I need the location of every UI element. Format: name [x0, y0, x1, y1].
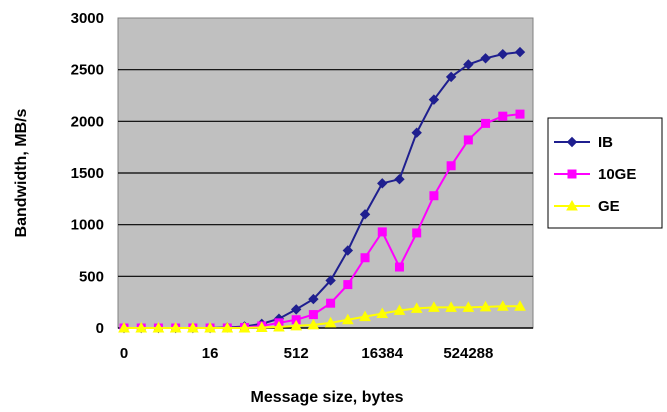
point-ge-1 [135, 321, 148, 333]
legend-label-ib: IB [598, 134, 613, 151]
point-ge-10 [290, 319, 303, 331]
y-tick-2500: 2500 [71, 62, 104, 79]
legend-label-10ge: 10GE [598, 166, 636, 183]
y-tick-0: 0 [96, 320, 104, 337]
point-10ge-14 [360, 253, 370, 263]
point-ib-11 [308, 293, 319, 305]
point-10ge-15 [377, 227, 387, 237]
point-ge-18 [428, 301, 440, 312]
point-10ge-20 [463, 135, 473, 145]
x-tick-0: 0 [120, 345, 128, 362]
point-10ge-12 [326, 298, 336, 308]
point-10ge-11 [308, 310, 318, 320]
x-axis-title: Message size, bytes [251, 389, 404, 406]
point-ib-13 [342, 245, 354, 256]
point-ib-22 [497, 48, 508, 60]
point-ge-7 [238, 321, 251, 333]
point-ib-12 [325, 275, 336, 286]
series-ge [118, 300, 526, 333]
y-tick-500: 500 [79, 268, 104, 285]
point-ge-12 [324, 316, 337, 328]
point-ib-21 [480, 53, 491, 64]
point-ge-21 [479, 300, 492, 312]
point-ib-14 [359, 209, 371, 220]
x-tick-labels: 0 16 512 16384 524288 [120, 345, 494, 362]
point-ge-17 [410, 302, 423, 313]
legend-marker-ib [566, 136, 578, 148]
legend-label-ge: GE [598, 198, 620, 215]
point-ib-16 [394, 173, 405, 185]
legend-item-ib: IB [554, 134, 613, 151]
x-tick-16384: 16384 [361, 345, 403, 362]
point-10ge-23 [515, 109, 525, 119]
point-ge-9 [273, 320, 285, 332]
point-10ge-17 [412, 228, 422, 238]
legend-marker-10ge [567, 169, 577, 179]
legend-item-10ge: 10GE [554, 166, 636, 183]
y-tick-1500: 1500 [71, 165, 104, 182]
point-ib-18 [428, 94, 440, 105]
x-tick-524288: 524288 [443, 345, 493, 362]
point-ge-3 [169, 321, 182, 333]
legend: IB 10GE GE [547, 117, 663, 229]
point-ib-10 [290, 304, 302, 315]
point-ge-8 [255, 321, 268, 332]
y-tick-labels: 0 500 1000 1500 2000 2500 3000 [71, 10, 104, 337]
point-ge-16 [393, 304, 406, 315]
point-ib-17 [411, 127, 422, 138]
point-ge-4 [187, 321, 199, 333]
gridlines [118, 69, 533, 329]
point-ge-11 [307, 318, 320, 330]
point-10ge-19 [446, 161, 456, 171]
point-10ge-16 [394, 262, 404, 272]
point-ge-13 [341, 313, 354, 325]
series-group [118, 46, 526, 334]
x-tick-16: 16 [202, 345, 219, 362]
point-ge-23 [514, 300, 526, 311]
point-ge-19 [445, 301, 457, 312]
point-ge-20 [462, 301, 475, 312]
point-ge-0 [118, 321, 130, 333]
point-ge-6 [221, 321, 234, 333]
x-tick-512: 512 [284, 345, 309, 362]
point-ge-22 [496, 300, 509, 311]
point-ge-15 [376, 307, 389, 319]
point-ge-5 [204, 321, 216, 333]
point-10ge-21 [481, 118, 491, 128]
point-ib-20 [463, 59, 474, 70]
legend-item-ge: GE [554, 198, 620, 215]
point-ge-2 [152, 321, 165, 333]
point-10ge-18 [429, 191, 439, 201]
y-tick-1000: 1000 [71, 217, 104, 234]
point-ib-15 [377, 178, 388, 189]
y-tick-2000: 2000 [71, 113, 104, 130]
point-10ge-13 [343, 280, 353, 290]
point-ge-14 [359, 310, 371, 322]
y-axis-title: Bandwidth, MB/s [13, 108, 30, 237]
point-ib-19 [445, 71, 457, 83]
point-ib-23 [514, 46, 526, 58]
y-tick-3000: 3000 [71, 10, 104, 27]
legend-marker-ge [566, 199, 578, 211]
point-10ge-22 [498, 111, 508, 121]
